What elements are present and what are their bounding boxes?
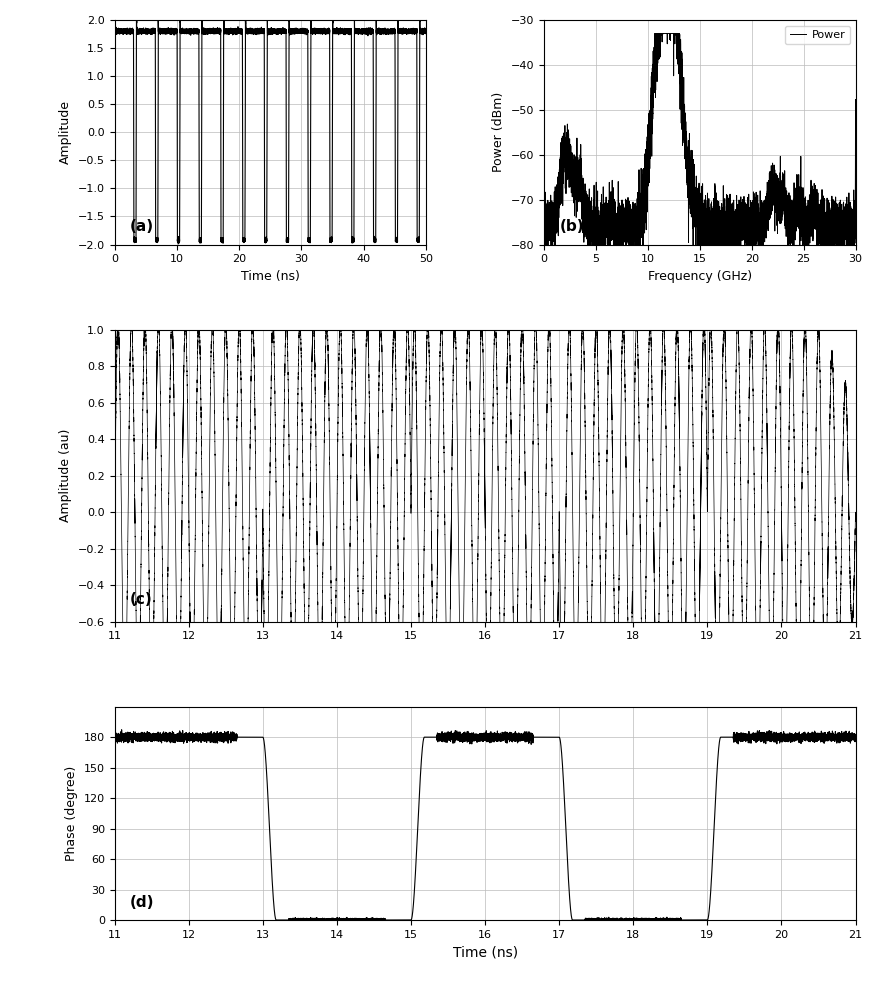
Y-axis label: Amplitude (au): Amplitude (au)	[59, 429, 72, 522]
Y-axis label: Phase (degree): Phase (degree)	[65, 766, 78, 861]
Y-axis label: Amplitude: Amplitude	[59, 100, 72, 164]
Text: (a): (a)	[131, 219, 154, 234]
X-axis label: Time (ns): Time (ns)	[452, 945, 518, 959]
Y-axis label: Power (dBm): Power (dBm)	[492, 92, 505, 172]
Text: (b): (b)	[560, 219, 585, 234]
Legend: Power: Power	[785, 26, 850, 44]
X-axis label: Time (ns): Time (ns)	[241, 270, 300, 283]
Text: (d): (d)	[130, 895, 154, 910]
Text: (c): (c)	[130, 592, 153, 607]
X-axis label: Frequency (GHz): Frequency (GHz)	[648, 270, 752, 283]
